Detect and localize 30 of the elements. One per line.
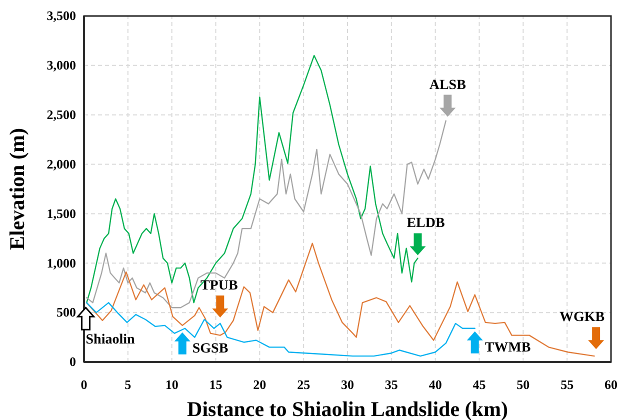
y-tick-label: 1,000: [46, 255, 76, 270]
x-tick-label: 55: [560, 377, 574, 392]
annotation: ALSB: [429, 78, 466, 93]
y-tick-label: 2,000: [46, 156, 76, 172]
x-tick-label: 40: [428, 377, 442, 392]
annotation: TWMB: [484, 340, 531, 356]
y-tick-label: 3,500: [46, 8, 76, 24]
x-tick-label: 35: [384, 377, 398, 392]
annotation: Shiaolin: [86, 332, 135, 348]
x-tick-label: 60: [604, 377, 618, 392]
annotation: TPUB: [200, 278, 238, 294]
x-tick-label: 30: [341, 377, 354, 392]
x-tick-label: 20: [253, 377, 266, 392]
x-tick-label: 10: [165, 377, 178, 392]
x-tick-label: 0: [80, 377, 88, 392]
annotation: WGKB: [560, 310, 605, 326]
x-tick-label: 15: [209, 377, 223, 392]
annotation: ELDB: [406, 216, 445, 232]
x-tick-label: 5: [124, 377, 132, 392]
y-tick-label: 3,000: [46, 58, 76, 73]
y-axis-title: Elevation (m): [5, 128, 29, 250]
x-tick-label: 50: [516, 377, 530, 392]
y-tick-label: 0: [70, 354, 76, 370]
y-tick-label: 2,500: [46, 107, 76, 122]
x-tick-label: 25: [297, 377, 311, 392]
annotation: SGSB: [192, 341, 228, 356]
line-series: [86, 120, 446, 308]
x-tick-label: 45: [472, 377, 486, 392]
y-tick-label: 1,500: [46, 206, 76, 221]
y-tick-label: 500: [56, 304, 76, 320]
